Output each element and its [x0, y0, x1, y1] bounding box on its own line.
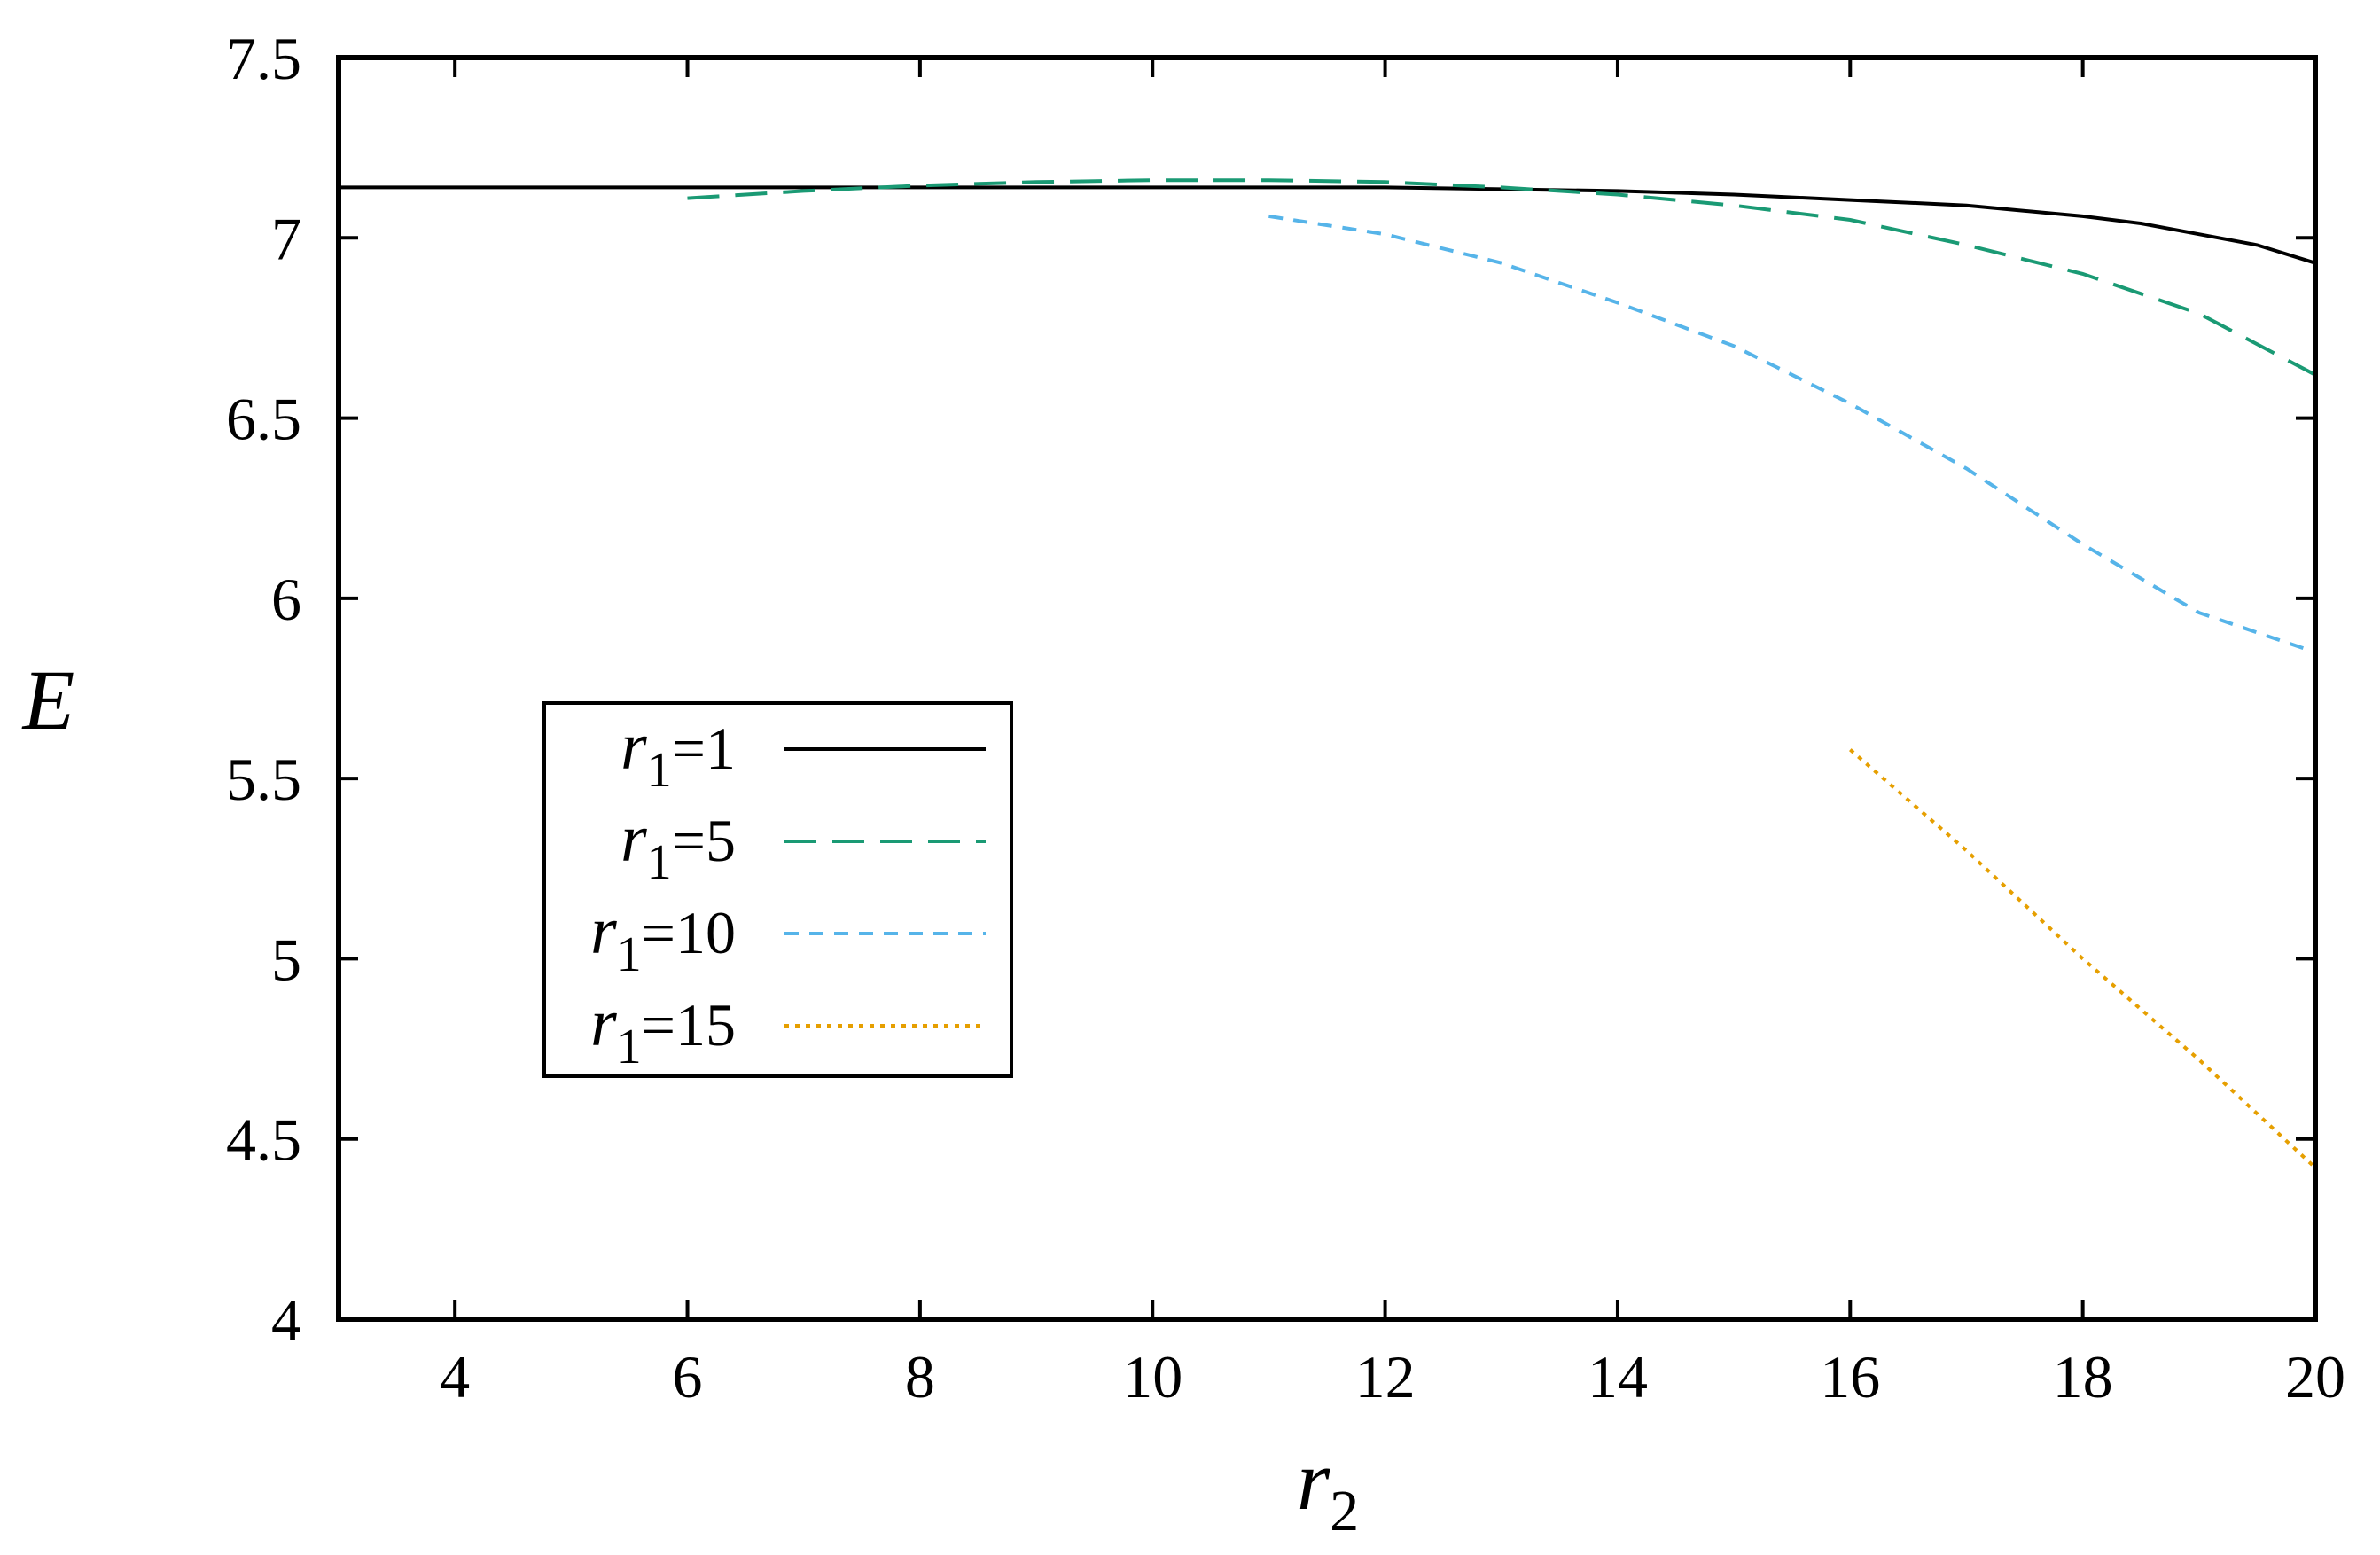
axis-ticks-layer	[339, 56, 2317, 1321]
series-line-1	[339, 185, 2316, 265]
legend-label-2: r1=5	[620, 801, 736, 890]
x-tick-label: 14	[1588, 1343, 1648, 1410]
y-tick-label: 6.5	[226, 386, 301, 453]
legend-label-3: r1=10	[590, 894, 736, 982]
x-axis-label-main: r	[1297, 1433, 1330, 1528]
y-axis-label: E	[21, 652, 75, 747]
y-tick-label: 5.5	[226, 746, 301, 813]
y-tick-label: 4.5	[226, 1106, 301, 1174]
plot-frame	[336, 55, 2318, 1322]
x-tick-label: 10	[1122, 1343, 1182, 1410]
y-tick-label: 7	[271, 205, 301, 272]
x-tick-label: 6	[673, 1343, 703, 1410]
y-tick-label: 6	[271, 566, 301, 633]
x-tick-label: 20	[2285, 1343, 2345, 1410]
x-axis-label: r2	[1297, 1433, 1359, 1543]
legend-box	[542, 701, 1013, 1078]
x-tick-label: 4	[440, 1343, 470, 1410]
x-axis-label-sub: 2	[1330, 1479, 1359, 1543]
tick-labels-layer: 4 6 8 10 12 14 16 18 20 4 4.5 5 5.5 6 6.5 7 7.5	[226, 25, 2345, 1410]
series-line-2	[687, 178, 2316, 377]
legend-label-1: r1=1	[620, 709, 736, 798]
y-tick-label: 4	[271, 1286, 301, 1354]
series-line-3	[1268, 214, 2316, 654]
legend-label-4: r1=15	[590, 986, 736, 1074]
x-tick-label: 8	[905, 1343, 935, 1410]
x-tick-label: 18	[2053, 1343, 2113, 1410]
y-tick-label: 5	[271, 926, 301, 993]
series-line-4	[1848, 748, 2317, 1169]
y-tick-label: 7.5	[226, 25, 301, 92]
x-tick-label: 16	[1820, 1343, 1880, 1410]
x-tick-label: 12	[1355, 1343, 1416, 1410]
plot-series-layer	[339, 178, 2317, 1169]
